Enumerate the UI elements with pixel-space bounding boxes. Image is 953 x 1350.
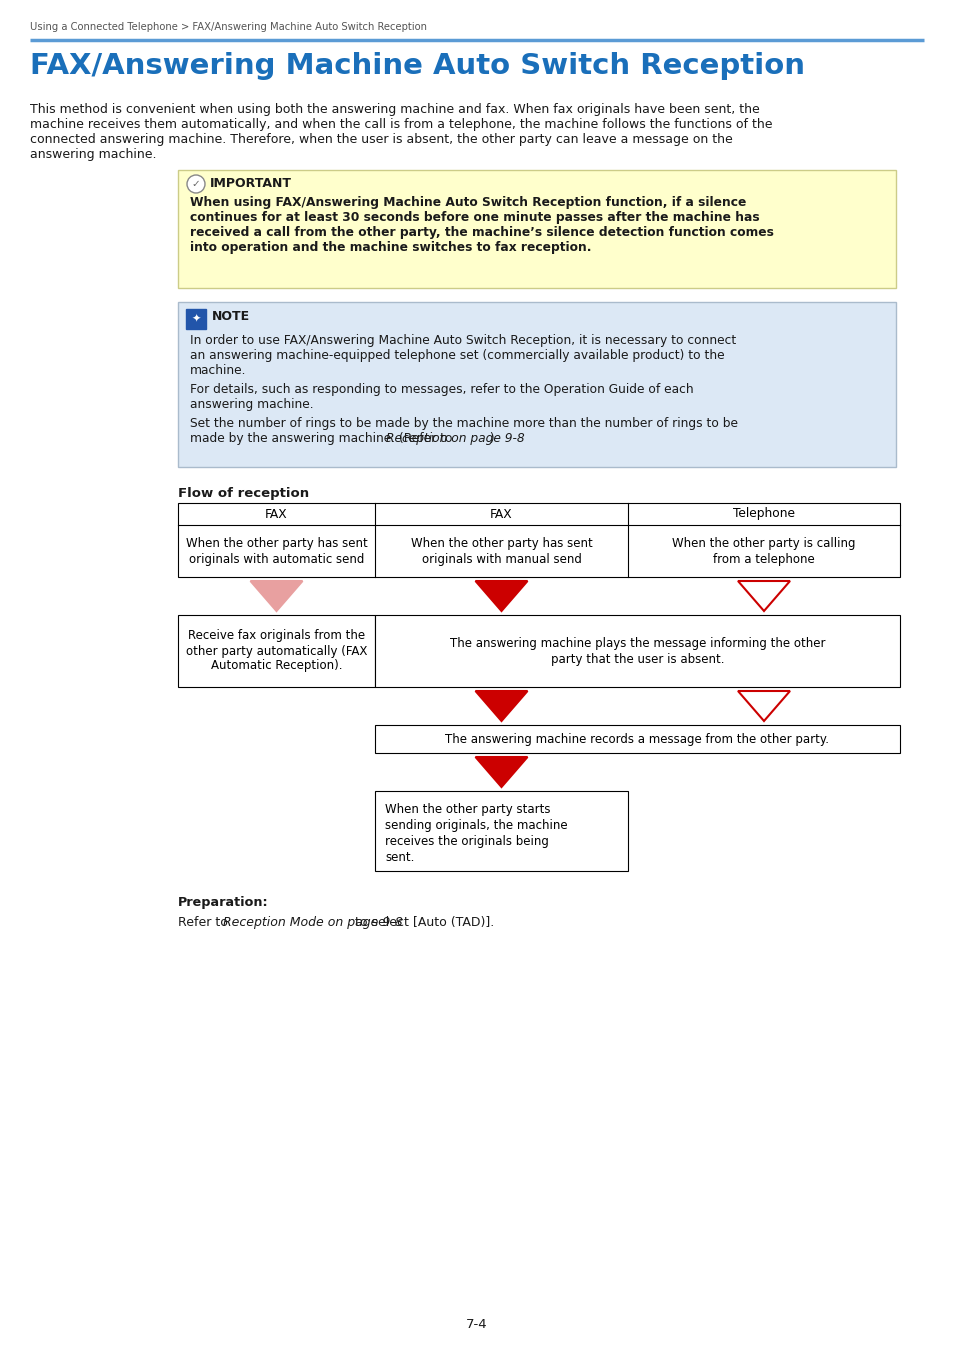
Text: This method is convenient when using both the answering machine and fax. When fa: This method is convenient when using bot… <box>30 103 759 116</box>
Text: When the other party starts: When the other party starts <box>385 803 550 815</box>
Bar <box>375 616 899 687</box>
Text: ✓: ✓ <box>192 180 200 189</box>
Text: Preparation:: Preparation: <box>178 896 269 909</box>
Text: When the other party is calling: When the other party is calling <box>672 536 855 549</box>
Text: connected answering machine. Therefore, when the user is absent, the other party: connected answering machine. Therefore, … <box>30 134 732 146</box>
Text: IMPORTANT: IMPORTANT <box>210 177 292 190</box>
Text: Reception Mode on page 9-8: Reception Mode on page 9-8 <box>222 917 402 929</box>
Text: Flow of reception: Flow of reception <box>178 487 309 500</box>
Text: FAX: FAX <box>265 508 288 521</box>
Bar <box>375 725 899 753</box>
Text: party that the user is absent.: party that the user is absent. <box>550 652 723 666</box>
Polygon shape <box>738 691 789 721</box>
Text: machine.: machine. <box>190 364 246 377</box>
Text: When the other party has sent: When the other party has sent <box>186 536 367 549</box>
Text: an answering machine-equipped telephone set (commercially available product) to : an answering machine-equipped telephone … <box>190 350 724 362</box>
Text: to select [Auto (TAD)].: to select [Auto (TAD)]. <box>351 917 494 929</box>
Text: made by the answering machine. (Refer to: made by the answering machine. (Refer to <box>190 432 456 446</box>
Text: sent.: sent. <box>385 850 414 864</box>
Text: originals with manual send: originals with manual send <box>421 552 580 566</box>
Polygon shape <box>251 580 302 612</box>
Text: FAX: FAX <box>490 508 513 521</box>
Polygon shape <box>475 757 527 787</box>
Bar <box>186 309 206 329</box>
Text: The answering machine records a message from the other party.: The answering machine records a message … <box>445 733 828 745</box>
Text: receives the originals being: receives the originals being <box>385 836 548 848</box>
Text: 7-4: 7-4 <box>466 1318 487 1331</box>
Bar <box>178 170 895 288</box>
Polygon shape <box>738 580 789 612</box>
Text: machine receives them automatically, and when the call is from a telephone, the : machine receives them automatically, and… <box>30 117 772 131</box>
Bar <box>375 791 627 871</box>
Text: For details, such as responding to messages, refer to the Operation Guide of eac: For details, such as responding to messa… <box>190 383 693 396</box>
Bar <box>178 302 895 467</box>
Text: When the other party has sent: When the other party has sent <box>410 536 592 549</box>
Bar <box>178 504 899 576</box>
Circle shape <box>187 176 205 193</box>
Text: In order to use FAX/Answering Machine Auto Switch Reception, it is necessary to : In order to use FAX/Answering Machine Au… <box>190 333 736 347</box>
Text: NOTE: NOTE <box>212 310 250 323</box>
Text: When using FAX/Answering Machine Auto Switch Reception function, if a silence: When using FAX/Answering Machine Auto Sw… <box>190 196 745 209</box>
Text: other party automatically (FAX: other party automatically (FAX <box>186 644 367 657</box>
Text: answering machine.: answering machine. <box>30 148 156 161</box>
Text: Automatic Reception).: Automatic Reception). <box>211 660 342 672</box>
Text: answering machine.: answering machine. <box>190 398 314 410</box>
Polygon shape <box>475 691 527 721</box>
Text: received a call from the other party, the machine’s silence detection function c: received a call from the other party, th… <box>190 225 773 239</box>
Text: Receive fax originals from the: Receive fax originals from the <box>188 629 365 643</box>
Bar <box>178 616 375 687</box>
Text: sending originals, the machine: sending originals, the machine <box>385 819 567 832</box>
Text: Using a Connected Telephone > FAX/Answering Machine Auto Switch Reception: Using a Connected Telephone > FAX/Answer… <box>30 22 427 32</box>
Text: continues for at least 30 seconds before one minute passes after the machine has: continues for at least 30 seconds before… <box>190 211 759 224</box>
Text: into operation and the machine switches to fax reception.: into operation and the machine switches … <box>190 242 591 254</box>
Text: Telephone: Telephone <box>732 508 794 521</box>
Polygon shape <box>475 580 527 612</box>
Text: Refer to: Refer to <box>178 917 232 929</box>
Text: ✦: ✦ <box>192 315 200 324</box>
Text: The answering machine plays the message informing the other: The answering machine plays the message … <box>449 636 824 649</box>
Text: Reception on page 9-8: Reception on page 9-8 <box>386 432 524 446</box>
Text: .): .) <box>486 432 495 446</box>
Text: originals with automatic send: originals with automatic send <box>189 552 364 566</box>
Text: Set the number of rings to be made by the machine more than the number of rings : Set the number of rings to be made by th… <box>190 417 738 431</box>
Text: from a telephone: from a telephone <box>713 552 814 566</box>
Text: FAX/Answering Machine Auto Switch Reception: FAX/Answering Machine Auto Switch Recept… <box>30 53 804 80</box>
